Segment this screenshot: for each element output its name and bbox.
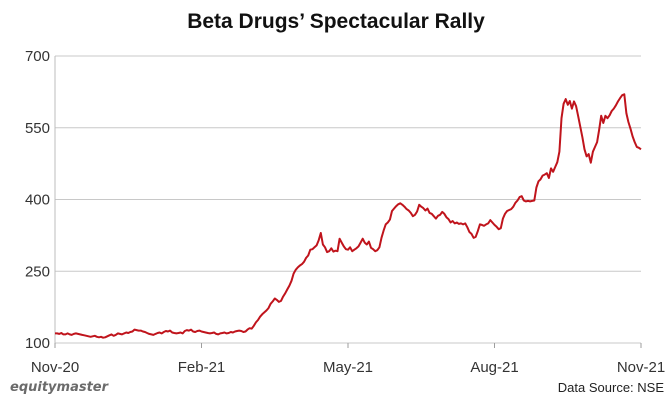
y-tick-label: 250 <box>25 263 50 280</box>
price-series-line <box>55 93 642 339</box>
x-tick-label: Nov-21 <box>617 359 665 376</box>
x-tick-label: Nov-20 <box>31 359 79 376</box>
y-tick-label: 100 <box>25 335 50 352</box>
chart-title: Beta Drugs’ Spectacular Rally <box>187 10 485 33</box>
x-tick-label: May-21 <box>323 359 373 376</box>
y-tick-label: 550 <box>25 120 50 137</box>
data-source-note: Data Source: NSE <box>557 380 664 395</box>
y-tick-label: 700 <box>25 48 50 65</box>
x-tick-label: Aug-21 <box>470 359 518 376</box>
equitymaster-logo: equitymaster <box>10 380 109 395</box>
x-tick-label: Feb-21 <box>178 359 226 376</box>
y-tick-label: 400 <box>25 192 50 209</box>
